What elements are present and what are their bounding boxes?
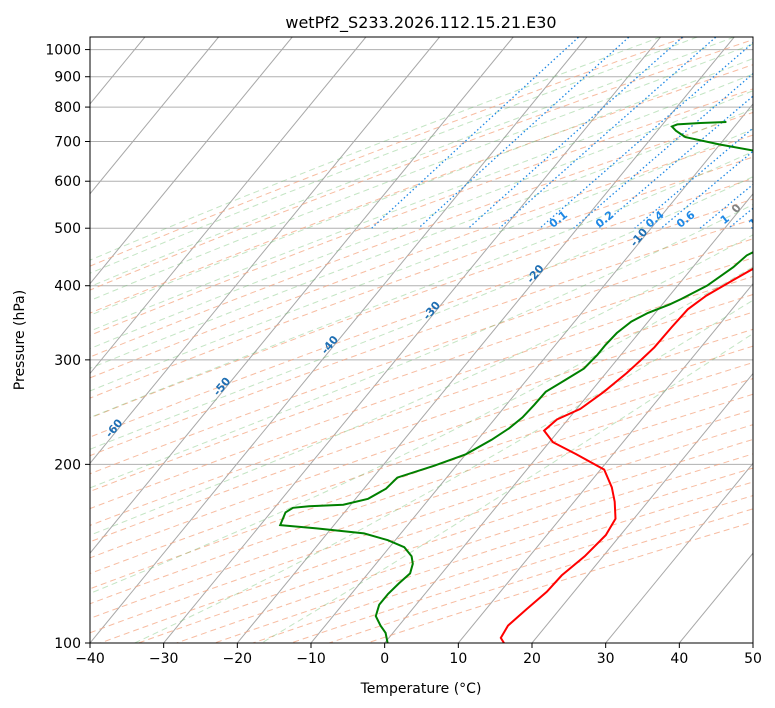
moist-adiabat: [90, 73, 753, 332]
x-tick-label: 50: [744, 651, 762, 667]
plot-frame: [89, 36, 754, 644]
dry-adiabat: [90, 156, 753, 399]
y-tick-label: 300: [54, 353, 81, 369]
x-tick-label: −10: [296, 651, 326, 667]
x-tick-label: 10: [449, 651, 467, 667]
y-axis: 100 200 300 400 500 600 700 800 900 1000: [45, 43, 90, 652]
y-tick-label: 700: [54, 134, 81, 150]
dry-adiabat: [90, 177, 753, 419]
y-axis-label: Pressure (hPa): [12, 290, 28, 390]
dry-adiabat: [90, 134, 753, 379]
background-lines: [90, 37, 753, 643]
isotherm-line: [531, 372, 753, 643]
dry-adiabat: [90, 88, 753, 336]
x-tick-label: −20: [223, 651, 253, 667]
y-tick-label: 400: [54, 279, 81, 295]
dry-adiabat: [90, 111, 753, 358]
x-tick-label: 40: [670, 651, 688, 667]
y-tick-label: 600: [54, 174, 81, 190]
y-tick-label: 1000: [45, 43, 81, 59]
isotherm-line: [90, 37, 293, 285]
dry-adiabat: [90, 393, 753, 619]
x-tick-label: 0: [380, 651, 389, 667]
y-tick-label: 100: [54, 636, 81, 652]
x-tick-label: −30: [149, 651, 179, 667]
isotherm-line: [236, 37, 735, 643]
isotherm-line: [90, 37, 588, 643]
moist-adiabat: [90, 37, 735, 288]
dry-adiabat: [90, 275, 753, 510]
y-tick-label: 500: [54, 221, 81, 237]
sounding-series-line: [278, 121, 753, 643]
x-axis-label: Temperature (°C): [360, 681, 482, 697]
dry-adiabat: [90, 218, 753, 457]
dry-adiabat: [90, 238, 753, 475]
moist-adiabat: [90, 58, 753, 316]
isotherm-line: [90, 37, 440, 465]
x-tick-label: 30: [597, 651, 615, 667]
sounding-series-line: [499, 267, 753, 643]
moist-adiabat: [90, 234, 753, 536]
dry-adiabat: [90, 311, 753, 543]
dry-adiabat: [90, 37, 688, 267]
isotherm-line: [384, 193, 753, 643]
x-tick-label: 20: [523, 651, 541, 667]
dry-adiabat: [90, 64, 753, 314]
moist-adiabat: [90, 176, 753, 450]
chart-title: wetPf2_S233.2026.112.15.21.E30: [285, 13, 556, 33]
isotherm-line: [90, 37, 219, 195]
mixing-ratio-line: [539, 41, 753, 229]
isotherm-line: [90, 37, 367, 375]
isotherm-line: [90, 37, 514, 554]
y-tick-label: 900: [54, 70, 81, 86]
sounding-traces: [278, 121, 753, 643]
moist-adiabat: [90, 37, 698, 274]
mixing-ratio-line: [634, 127, 753, 229]
moist-adiabat: [90, 37, 661, 261]
mixing-ratio-label: 1.5: [746, 208, 769, 230]
mixing-ratio-line: [498, 37, 717, 229]
moist-adiabat: [90, 266, 753, 594]
y-tick-label: 200: [54, 457, 81, 473]
x-tick-label: −40: [75, 651, 105, 667]
x-axis: −40 −30 −20 −10 0 10 20 30 40 50: [75, 643, 762, 667]
isotherm-line: [605, 462, 753, 643]
isotherm-line: [457, 282, 753, 643]
dry-adiabat: [90, 362, 753, 590]
moist-adiabat: [90, 90, 753, 350]
moist-adiabat: [90, 203, 753, 489]
mixing-ratio-line: [371, 37, 580, 229]
dry-adiabat: [90, 328, 753, 559]
mixing-ratio-line: [468, 37, 684, 229]
y-tick-label: 800: [54, 100, 81, 116]
isotherm-line: [163, 37, 661, 643]
